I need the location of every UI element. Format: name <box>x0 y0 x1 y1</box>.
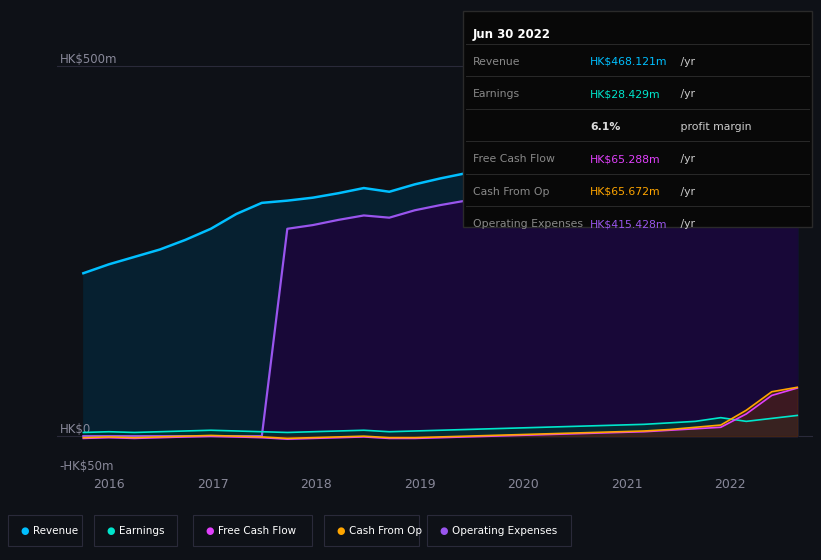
Text: Operating Expenses: Operating Expenses <box>473 219 583 229</box>
Text: Revenue: Revenue <box>33 526 78 535</box>
Text: Cash From Op: Cash From Op <box>473 186 549 197</box>
Text: Earnings: Earnings <box>119 526 164 535</box>
Text: ●: ● <box>21 526 29 535</box>
Text: HK$65.672m: HK$65.672m <box>590 186 661 197</box>
Text: HK$500m: HK$500m <box>60 53 117 66</box>
Text: /yr: /yr <box>677 219 695 229</box>
Text: Earnings: Earnings <box>473 89 520 99</box>
Text: 6.1%: 6.1% <box>590 122 621 132</box>
Text: /yr: /yr <box>677 57 695 67</box>
Text: HK$65.288m: HK$65.288m <box>590 154 661 164</box>
Text: Free Cash Flow: Free Cash Flow <box>473 154 555 164</box>
Text: /yr: /yr <box>677 89 695 99</box>
Text: HK$468.121m: HK$468.121m <box>590 57 667 67</box>
Text: HK$0: HK$0 <box>60 423 91 436</box>
Text: ●: ● <box>439 526 447 535</box>
Text: /yr: /yr <box>677 186 695 197</box>
Text: ●: ● <box>205 526 213 535</box>
Text: ●: ● <box>337 526 345 535</box>
Text: Jun 30 2022: Jun 30 2022 <box>473 28 551 41</box>
Text: Operating Expenses: Operating Expenses <box>452 526 557 535</box>
Text: Revenue: Revenue <box>473 57 521 67</box>
Text: -HK$50m: -HK$50m <box>60 460 114 473</box>
Text: profit margin: profit margin <box>677 122 751 132</box>
Text: HK$28.429m: HK$28.429m <box>590 89 661 99</box>
Text: /yr: /yr <box>677 154 695 164</box>
Text: Cash From Op: Cash From Op <box>349 526 422 535</box>
Text: HK$415.428m: HK$415.428m <box>590 219 667 229</box>
Text: ●: ● <box>107 526 115 535</box>
Text: Free Cash Flow: Free Cash Flow <box>218 526 296 535</box>
